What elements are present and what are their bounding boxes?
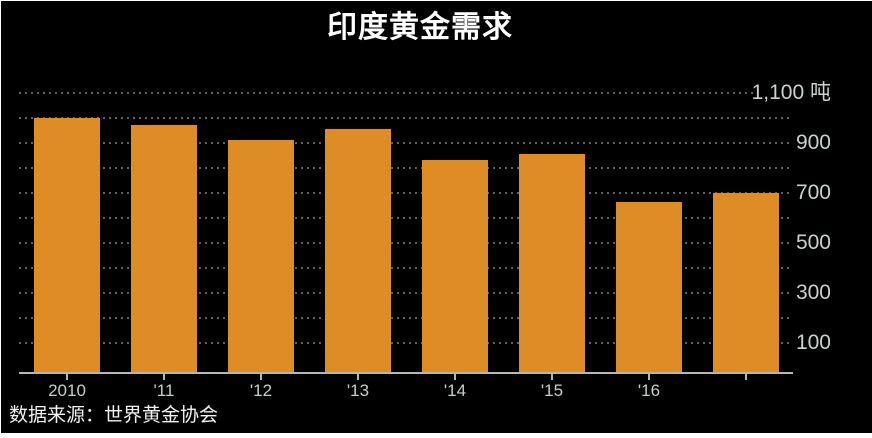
x-axis-label-5: '14: [443, 381, 467, 400]
gridline-800: [19, 167, 791, 169]
y-axis-label-100: 100: [795, 331, 831, 354]
bar-3: [228, 139, 294, 373]
gridline-1000: [19, 117, 791, 119]
gridline-400: [19, 267, 791, 269]
x-axis-label-3: '12: [249, 381, 273, 400]
source-label: 数据来源：世界黄金协会: [9, 405, 219, 426]
x-axis-label-6: '15: [540, 381, 564, 400]
chart-title: 印度黄金需求: [327, 11, 513, 44]
bar-6: [519, 153, 585, 373]
x-axis-tick-7: [648, 374, 650, 380]
y-axis-label-500: 500: [795, 231, 831, 254]
x-axis-label-1: 2010: [48, 381, 86, 400]
x-axis-label-4: '13: [346, 381, 370, 400]
bar-5: [422, 159, 488, 373]
gridline-500: [19, 242, 791, 244]
gridline-700: [19, 192, 791, 194]
gridline-100: [19, 342, 791, 344]
bottom-white-strip: [0, 433, 872, 438]
gridline-1100: [19, 92, 758, 94]
x-axis-label-7: '16: [637, 381, 661, 400]
gridline-200: [19, 317, 791, 319]
bar-1: [34, 117, 100, 373]
x-axis-label-2: '11: [153, 381, 175, 400]
x-axis-tick-4: [357, 374, 359, 380]
bar-2: [131, 124, 197, 373]
y-axis-label-1100: 1,100 吨: [751, 81, 831, 104]
x-axis-tick-2: [163, 374, 165, 380]
y-axis-label-700: 700: [795, 181, 831, 204]
y-axis-label-300: 300: [795, 281, 831, 304]
x-axis-tick-3: [260, 374, 262, 380]
gridline-600: [19, 217, 791, 219]
x-axis-tick-6: [551, 374, 553, 380]
gridline-900: [19, 142, 791, 144]
x-axis-tick-8: [745, 374, 747, 380]
x-axis-tick-1: [66, 374, 68, 380]
x-axis-tick-5: [454, 374, 456, 380]
y-axis-label-900: 900: [795, 131, 831, 154]
bar-4: [325, 128, 391, 373]
bar-8: [713, 193, 779, 373]
bar-7: [616, 201, 682, 373]
x-axis-line: [19, 372, 793, 374]
gridline-300: [19, 292, 791, 294]
